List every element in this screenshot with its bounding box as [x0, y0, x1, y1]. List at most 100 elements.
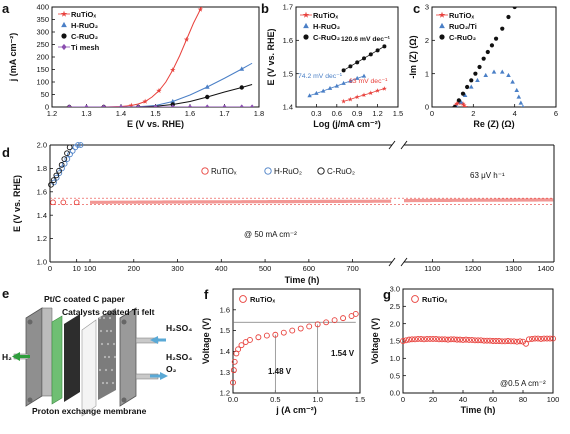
- y-tick-label: 2.5: [390, 302, 400, 311]
- x-axis-label: Re (Z) (Ω): [473, 119, 514, 129]
- x-tick-label: 1.5: [393, 109, 403, 118]
- data-point: [153, 104, 158, 107]
- y-axis-label: -Im (Z) (Ω): [408, 35, 418, 78]
- data-point: [48, 181, 54, 188]
- data-point: [314, 90, 319, 95]
- data-point: [430, 335, 436, 342]
- data-point: [362, 56, 366, 61]
- membrane: [81, 319, 97, 417]
- series-1: [307, 73, 367, 98]
- y-tick-label: 250: [36, 40, 49, 49]
- x-tick-label: 0: [48, 264, 52, 273]
- y-tick-label: 1.2: [220, 389, 230, 398]
- data-point: [418, 335, 424, 342]
- data-point: [485, 49, 490, 55]
- data-point: [348, 64, 353, 69]
- axis-break: [400, 140, 408, 150]
- data-point: [547, 335, 553, 342]
- x-tick-label: 80: [519, 395, 527, 404]
- legend-marker: [239, 295, 247, 303]
- y-tick-label: 1.6: [283, 36, 293, 45]
- data-point: [457, 336, 463, 343]
- legend-marker: [201, 167, 209, 175]
- panel-letter: f: [204, 287, 209, 302]
- data-point: [341, 80, 346, 85]
- y-tick-label: 0: [45, 103, 49, 112]
- data-point: [468, 84, 474, 89]
- label-outflow: H₂SO₄: [166, 352, 192, 362]
- x-tick-label: 0: [430, 109, 434, 118]
- data-point: [170, 67, 176, 73]
- data-point: [142, 98, 148, 104]
- x-tick-label: 1200: [465, 264, 482, 273]
- data-point: [535, 335, 541, 342]
- data-point: [368, 90, 374, 96]
- legend-label: Ti mesh: [71, 43, 100, 52]
- y-tick-label: 3: [425, 3, 429, 12]
- data-point: [532, 335, 538, 342]
- data-point: [352, 311, 359, 317]
- data-point: [239, 66, 245, 71]
- y-tick-label: 0.5: [390, 371, 400, 380]
- felt-texture: [99, 329, 103, 333]
- series-2: [48, 144, 73, 188]
- condition-annotation: @0.5 A cm⁻²: [500, 379, 546, 388]
- y-tick-label: 1.5: [220, 326, 230, 335]
- legend-label: C-RuO₂: [71, 32, 98, 41]
- data-point: [473, 71, 478, 76]
- x-tick-label: 2: [471, 109, 475, 118]
- y-tick-label: 100: [36, 78, 49, 87]
- data-point: [50, 199, 56, 206]
- data-point: [489, 43, 495, 48]
- legend-label: C-RuO₂: [313, 33, 340, 42]
- data-point: [412, 336, 418, 343]
- end-plate-right: [119, 307, 137, 407]
- data-point: [409, 336, 415, 343]
- data-point: [187, 104, 193, 107]
- data-point: [230, 379, 236, 386]
- data-point: [297, 325, 304, 332]
- data-point: [511, 338, 517, 345]
- inflow-arrow-icon: [150, 336, 158, 344]
- data-point: [205, 94, 210, 100]
- y-tick-label: 200: [36, 53, 49, 62]
- data-point: [465, 84, 470, 90]
- data-point: [461, 102, 467, 107]
- x-tick-label: 20: [429, 395, 437, 404]
- felt-texture: [98, 368, 102, 372]
- y-tick-label: 1: [425, 69, 429, 78]
- data-point: [483, 72, 489, 78]
- felt-texture: [106, 342, 110, 346]
- data-point: [460, 337, 466, 343]
- data-point: [156, 87, 162, 94]
- data-point: [436, 336, 442, 343]
- data-point: [53, 172, 60, 179]
- panel-letter: a: [2, 1, 10, 16]
- x-tick-label: 600: [303, 264, 316, 273]
- data-point: [375, 88, 381, 93]
- legend-label: H-RuO₂: [274, 167, 302, 176]
- panel-letter: b: [261, 1, 269, 16]
- series-2: [452, 7, 517, 107]
- data-point: [472, 337, 478, 344]
- bolt-icon: [121, 319, 127, 325]
- y-tick-label: 1.4: [37, 211, 47, 220]
- y-tick-label: 0: [425, 103, 429, 112]
- x-tick-label: 6: [554, 109, 558, 118]
- data-point: [521, 104, 525, 107]
- data-point: [321, 88, 326, 93]
- data-point: [478, 337, 484, 344]
- felt-texture: [111, 381, 115, 385]
- data-point: [66, 144, 73, 151]
- y-axis-label: E (V vs. RHE): [12, 175, 22, 232]
- stability-trace: [404, 198, 554, 203]
- label-inflow: H₂SO₄: [166, 323, 192, 333]
- panel-e-schematic: e Pt/C coated C paper Catalysts coated Ti …: [2, 286, 192, 417]
- h2-arrow-icon: [12, 352, 20, 361]
- panel-letter: c: [413, 1, 420, 16]
- y-tick-label: 2.0: [390, 319, 400, 328]
- data-point: [512, 7, 517, 10]
- carbon-paper: [64, 314, 80, 402]
- x-tick-label: 40: [459, 395, 467, 404]
